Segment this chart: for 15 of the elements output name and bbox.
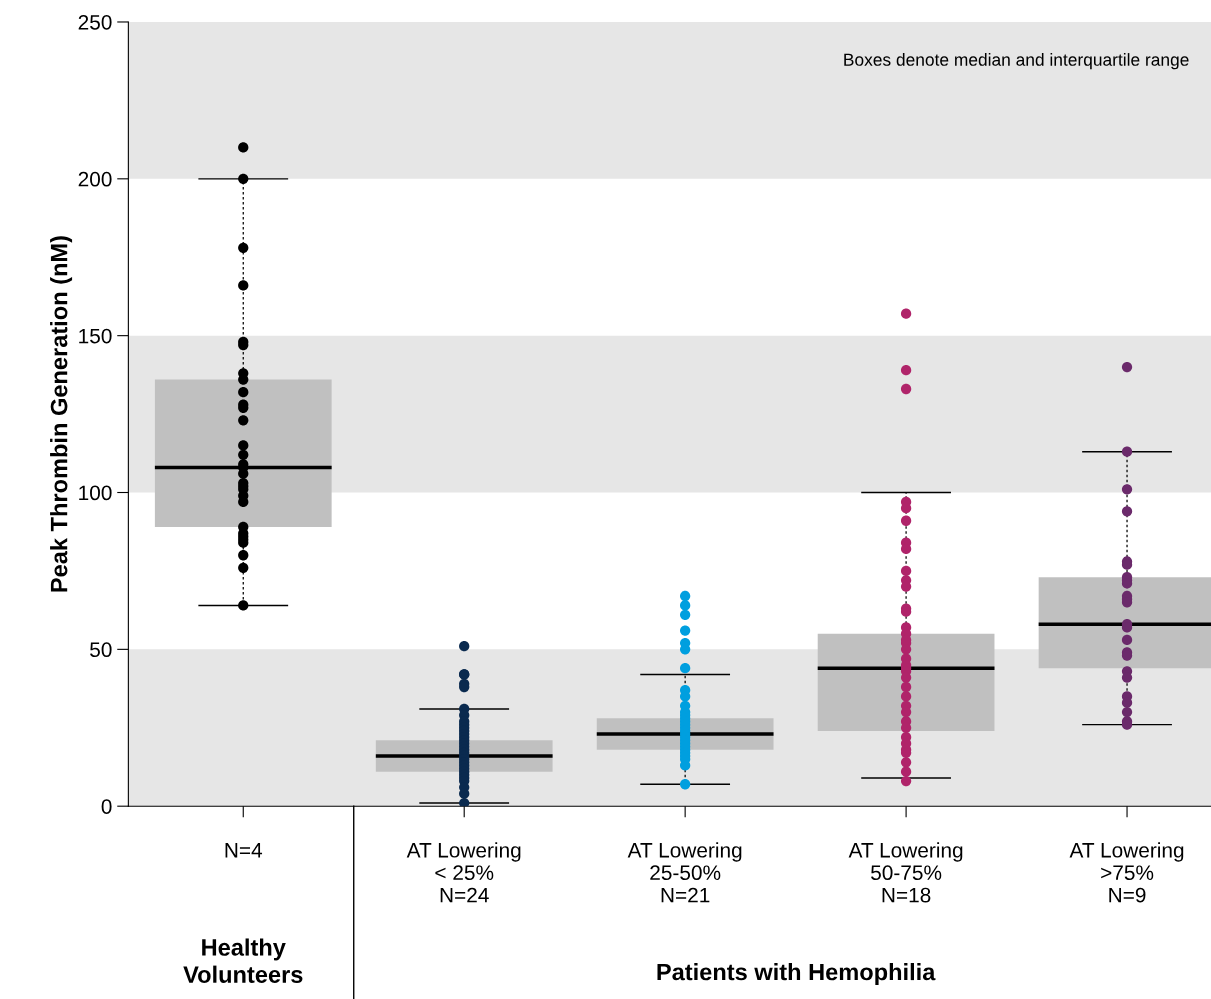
x-tick-label: AT Lowering >75% N=9 <box>1069 842 1184 903</box>
y-tick-label: 150 <box>79 328 112 344</box>
x-tick-label: AT Lowering 25-50% N=21 <box>627 842 742 903</box>
y-tick-label: 250 <box>78 14 112 30</box>
y-tick-label: 200 <box>78 171 112 187</box>
x-tick-label: AT Lowering 50-75% N=18 <box>848 842 963 903</box>
x-tick-label: N=4 <box>225 843 263 858</box>
x-tick-label: AT Lowering < 25% N=24 <box>406 842 521 903</box>
y-axis-title: Peak Thrombin Generation (nM) <box>50 236 73 592</box>
text: Patients with Hemophilia <box>657 963 936 986</box>
y-tick-label: 50 <box>90 642 112 658</box>
y-tick-label: 100 <box>79 485 112 501</box>
annotation: Boxes denote median and interquartile range <box>844 53 1189 70</box>
y-tick-label: 0 <box>101 799 112 814</box>
text: Healthy Volunteers <box>183 938 303 983</box>
